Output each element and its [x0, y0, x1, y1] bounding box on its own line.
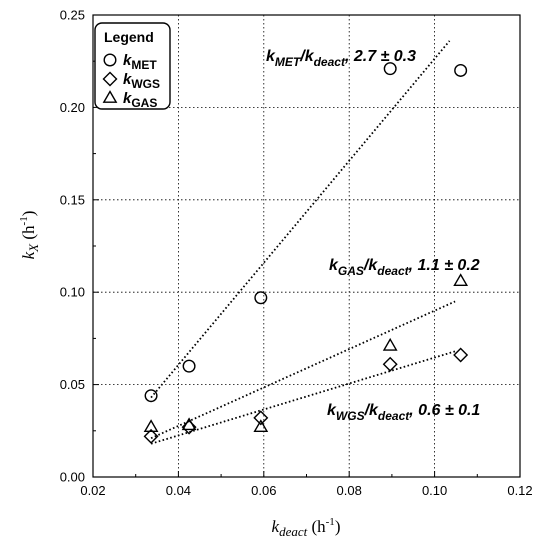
legend-title: Legend: [104, 29, 154, 45]
legend-label-diamond: kWGS: [123, 71, 160, 91]
data-point-circle: [383, 62, 397, 76]
y-tick-label: 0.10: [60, 285, 85, 300]
annotation-met: kMET/kdeact, 2.7 ± 0.3: [266, 48, 416, 69]
data-point-diamond: [143, 428, 159, 444]
annotation-wgs: kWGS/kdeact, 0.6 ± 0.1: [327, 402, 480, 423]
data-point-triangle: [143, 419, 159, 433]
y-tick-label: 0.25: [60, 8, 85, 23]
data-point-diamond: [382, 356, 398, 372]
data-point-diamond: [453, 347, 469, 363]
legend-label-triangle: kGAS: [123, 90, 157, 110]
x-tick-label: 0.06: [251, 483, 276, 498]
data-point-circle: [182, 359, 196, 373]
annotation-gas: kGAS/kdeact, 1.1 ± 0.2: [329, 257, 480, 278]
data-point-circle: [454, 63, 468, 77]
fit-lines: [150, 40, 456, 445]
y-tick-label: 0.05: [60, 377, 85, 392]
data-point-triangle: [253, 419, 269, 433]
grid: [93, 15, 520, 477]
x-tick-label: 0.04: [166, 483, 191, 498]
y-axis-title: kX (h-1): [18, 211, 41, 260]
y-tick-label: 0.15: [60, 192, 85, 207]
fit-line-circle: [150, 40, 451, 399]
axis-ticks: 0.02 0.04 0.06 0.08 0.10 0.12 0.00 0.05 0.10 0.15…: [60, 8, 533, 499]
data-point-diamond: [253, 410, 269, 426]
data-point-triangle: [453, 273, 469, 287]
x-tick-label: 0.10: [422, 483, 447, 498]
data-point-circle: [144, 389, 158, 403]
fit-line-diamond: [150, 350, 456, 445]
data-point-triangle: [181, 417, 197, 431]
data-point-circle: [254, 291, 268, 305]
legend-label-circle: kMET: [123, 52, 157, 72]
x-tick-label: 0.02: [80, 483, 105, 498]
legend-marker-diamond: [102, 71, 118, 87]
legend-marker-triangle: [102, 90, 118, 103]
x-axis-title: kdeact (h-1): [272, 516, 341, 539]
data-markers: [143, 62, 469, 444]
y-tick-label: 0.00: [60, 470, 85, 485]
legend-marker-circle: [103, 53, 117, 67]
data-point-triangle: [382, 337, 398, 351]
x-tick-label: 0.08: [337, 483, 362, 498]
y-tick-label: 0.20: [60, 100, 85, 115]
legend-box: [94, 22, 171, 110]
x-tick-label: 0.12: [507, 483, 532, 498]
